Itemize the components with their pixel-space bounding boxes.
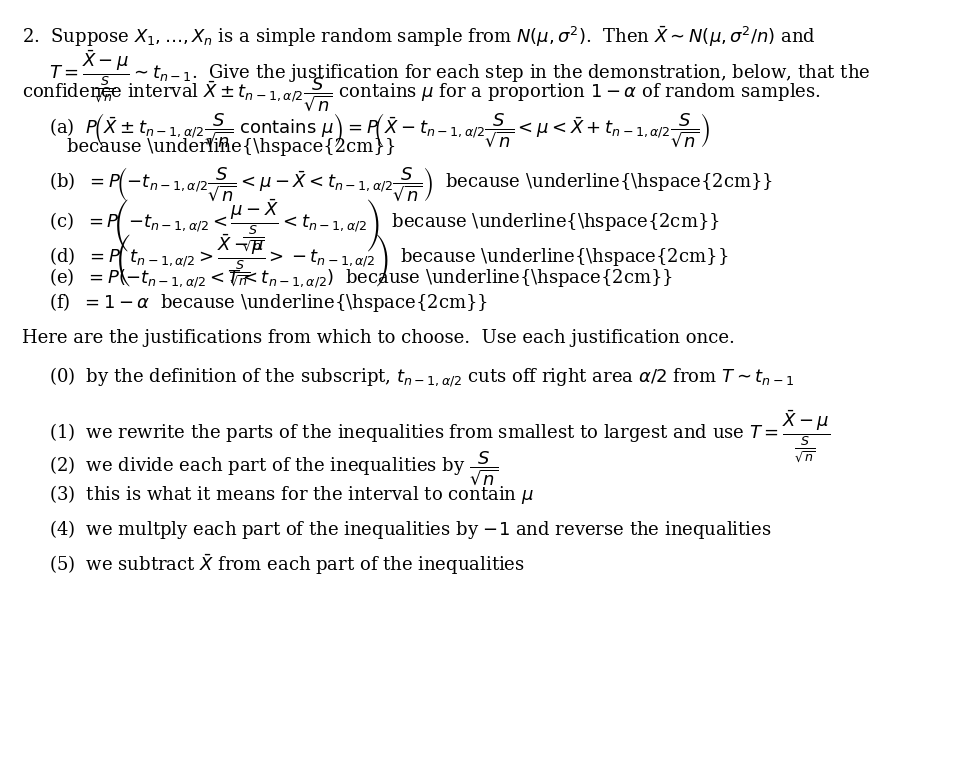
Text: (0)  by the definition of the subscript, $t_{n-1,\alpha/2}$ cuts off right area : (0) by the definition of the subscript, … — [49, 365, 794, 389]
Text: because \underline{\hspace{2cm}}: because \underline{\hspace{2cm}} — [66, 138, 396, 156]
Text: (3)  this is what it means for the interval to contain $\mu$: (3) this is what it means for the interv… — [49, 484, 534, 506]
Text: (2)  we divide each part of the inequalities by $\dfrac{S}{\sqrt{n}}$: (2) we divide each part of the inequalit… — [49, 449, 499, 487]
Text: (5)  we subtract $\bar{X}$ from each part of the inequalities: (5) we subtract $\bar{X}$ from each part… — [49, 553, 525, 577]
Text: (c)  $= P\!\left(-t_{n-1,\alpha/2} < \dfrac{\mu-\bar{X}}{\frac{S}{\sqrt{n}}} < t: (c) $= P\!\left(-t_{n-1,\alpha/2} < \dfr… — [49, 198, 720, 255]
Text: (4)  we multply each part of the inequalities by $-1$ and reverse the inequaliti: (4) we multply each part of the inequali… — [49, 518, 772, 541]
Text: Here are the justifications from which to choose.  Use each justification once.: Here are the justifications from which t… — [22, 329, 735, 348]
Text: (f)  $= 1-\alpha$  because \underline{\hspace{2cm}}: (f) $= 1-\alpha$ because \underline{\hsp… — [49, 290, 489, 313]
Text: (d)  $= P\!\left(t_{n-1,\alpha/2} > \dfrac{\bar{X}-\mu}{\frac{S}{\sqrt{n}}} > -t: (d) $= P\!\left(t_{n-1,\alpha/2} > \dfra… — [49, 233, 729, 289]
Text: (b)  $= P\!\left(-t_{n-1,\alpha/2}\dfrac{S}{\sqrt{n}} < \mu - \bar{X} < t_{n-1,\: (b) $= P\!\left(-t_{n-1,\alpha/2}\dfrac{… — [49, 165, 774, 203]
Text: confidence interval $\bar{X} \pm t_{n-1,\alpha/2}\dfrac{S}{\sqrt{n}}$ contains $: confidence interval $\bar{X} \pm t_{n-1,… — [22, 74, 821, 112]
Text: (1)  we rewrite the parts of the inequalities from smallest to largest and use $: (1) we rewrite the parts of the inequali… — [49, 408, 830, 464]
Text: $T = \dfrac{\bar{X}-\mu}{\frac{S}{\sqrt{n}}} \sim t_{n-1}$.  Give the justificat: $T = \dfrac{\bar{X}-\mu}{\frac{S}{\sqrt{… — [49, 48, 871, 104]
Text: (a)  $P\!\left(\bar{X} \pm t_{n-1,\alpha/2}\dfrac{S}{\sqrt{n}} \text{ contains }: (a) $P\!\left(\bar{X} \pm t_{n-1,\alpha/… — [49, 111, 710, 149]
Text: 2.  Suppose $X_1, \ldots, X_n$ is a simple random sample from $N(\mu, \sigma^2)$: 2. Suppose $X_1, \ldots, X_n$ is a simpl… — [22, 25, 816, 49]
Text: (e)  $= P\left(-t_{n-1,\alpha/2} < T < t_{n-1,\alpha/2}\right)$  because \underl: (e) $= P\left(-t_{n-1,\alpha/2} < T < t_… — [49, 266, 673, 289]
